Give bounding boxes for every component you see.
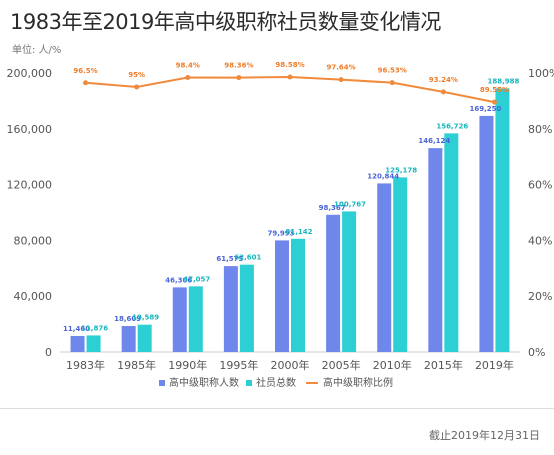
bar-title-holders [377, 183, 392, 352]
x-tick-label: 2010年 [373, 358, 412, 372]
bar-total-members [188, 286, 203, 352]
bar-data-label: 62,601 [234, 254, 261, 262]
legend-swatch-total-members [246, 380, 252, 386]
chart-title: 1983年至2019年高中级职称社员数量变化情况 [10, 10, 441, 34]
x-tick-label: 2005年 [322, 358, 361, 372]
bar-data-label: 169,250 [469, 105, 501, 113]
ratio-data-label: 98.36% [224, 62, 253, 70]
bar-title-holders [428, 148, 443, 352]
y-right-tick-label: 40% [528, 234, 552, 247]
x-tick-label: 2015年 [424, 358, 463, 372]
bar-total-members [444, 133, 459, 352]
footer-date: 截止2019年12月31日 [429, 429, 540, 442]
x-tick-label: 1985年 [117, 358, 156, 372]
bar-total-members [495, 88, 510, 352]
bar-data-label: 146,124 [418, 137, 450, 145]
bar-data-label: 61,575 [216, 255, 243, 263]
bar-title-holders [70, 336, 85, 352]
ratio-point [185, 74, 191, 80]
y-left-tick-label: 120,000 [7, 179, 53, 192]
x-tick-label: 1995年 [219, 358, 258, 372]
ratio-point [134, 84, 140, 90]
y-left-tick-label: 0 [45, 346, 52, 359]
bar-data-label: 47,057 [183, 275, 210, 283]
bar-data-label: 98,367 [319, 204, 346, 212]
bar-data-label: 11,460 [63, 325, 90, 333]
y-left-tick-label: 200,000 [7, 67, 53, 80]
bar-total-members [239, 264, 254, 352]
bar-total-members [393, 177, 408, 352]
ratio-point [389, 80, 395, 86]
bar-data-label: 100,767 [334, 200, 366, 208]
bar-data-label: 79,993 [267, 229, 294, 237]
y-right-tick-label: 20% [528, 290, 552, 303]
x-tick-label: 1990年 [168, 358, 207, 372]
bar-data-label: 188,988 [487, 77, 519, 85]
bar-title-holders [172, 287, 187, 352]
y-right-tick-label: 60% [528, 179, 552, 192]
chart-axes: 0 40,000 80,000 120,000 160,000 200,000 0% 20% 4… [7, 67, 554, 372]
bar-data-label: 125,178 [385, 166, 417, 174]
ratio-data-label: 89.55% [480, 86, 509, 94]
bar-data-label: 81,142 [285, 228, 312, 236]
bar-title-holders [121, 326, 136, 352]
footer-divider [0, 408, 554, 409]
bar-total-members [291, 238, 305, 352]
ratio-point [83, 80, 89, 86]
ratio-data-label: 93.24% [429, 76, 458, 84]
ratio-data-label: 98.58% [275, 61, 304, 69]
bar-title-holders [326, 214, 341, 352]
bar-data-label: 120,844 [367, 172, 399, 180]
combo-chart: 0 40,000 80,000 120,000 160,000 200,000 0% 20% 4… [7, 61, 554, 389]
ratio-point [236, 75, 242, 81]
legend-label-ratio: 高中级职称比例 [323, 376, 393, 389]
bar-title-holders [479, 115, 494, 353]
bar-title-holders [275, 240, 289, 352]
ratio-data-label: 95% [128, 71, 145, 79]
y-right-tick-label: 100% [528, 67, 554, 80]
ratio-data-label: 97.64% [327, 64, 356, 72]
y-left-tick-label: 40,000 [14, 290, 53, 303]
y-right-tick-label: 80% [528, 123, 552, 136]
bar-title-holders [223, 266, 238, 352]
legend: 高中级职称人数 社员总数 高中级职称比例 [159, 376, 393, 389]
bar-total-members [86, 335, 101, 352]
bar-data-label: 11,876 [81, 324, 108, 332]
unit-label: 单位: 人/% [12, 45, 62, 56]
x-tick-label: 2000年 [271, 358, 310, 372]
ratio-data-label: 98.4% [176, 61, 200, 69]
bar-group [70, 88, 510, 353]
ratio-point [338, 77, 344, 83]
y-right-tick-label: 0% [528, 346, 545, 359]
y-left-tick-label: 80,000 [14, 234, 53, 247]
ratio-point [287, 74, 293, 80]
ratio-data-label: 96.5% [73, 67, 97, 75]
bar-total-members [342, 211, 357, 352]
legend-swatch-title-holders [159, 380, 165, 386]
x-tick-label: 2019年 [475, 358, 514, 372]
bar-data-label: 46,306 [165, 276, 192, 284]
bar-data-label: 19,589 [132, 314, 159, 322]
ratio-point [491, 99, 497, 105]
ratio-line-group: 96.5% 95% 98.4% 98.36% 98.58% 97.64% 96.53% 93.… [73, 61, 509, 105]
legend-label-total-members: 社员总数 [256, 376, 296, 389]
legend-label-title-holders: 高中级职称人数 [169, 376, 239, 389]
bar-data-label: 18,609 [114, 315, 141, 323]
bar-total-members [137, 324, 152, 352]
bar-data-label: 156,726 [436, 122, 468, 130]
x-tick-label: 1983年 [66, 358, 105, 372]
y-left-tick-label: 160,000 [7, 123, 53, 136]
ratio-data-label: 96.53% [378, 67, 407, 75]
ratio-point [440, 89, 446, 95]
